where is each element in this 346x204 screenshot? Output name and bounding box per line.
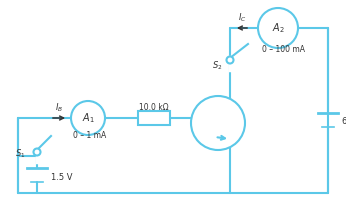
Text: 0 – 1 mA: 0 – 1 mA [73,132,107,141]
Circle shape [71,101,105,135]
Text: $I_B$: $I_B$ [55,102,63,114]
Text: $S_2$: $S_2$ [212,60,222,72]
Text: $S_1$: $S_1$ [15,148,25,160]
Bar [138,111,170,125]
Circle shape [227,57,234,63]
Circle shape [258,8,298,48]
Text: 1.5 V: 1.5 V [51,173,73,182]
Text: 6 V: 6 V [342,118,346,126]
Text: 10.0 kΩ: 10.0 kΩ [139,102,169,112]
Text: $A_1$: $A_1$ [82,111,94,125]
Circle shape [34,149,40,155]
Circle shape [191,96,245,150]
Text: $I_C$: $I_C$ [238,12,246,24]
Text: 0 – 100 mA: 0 – 100 mA [262,45,304,54]
Text: $A_2$: $A_2$ [272,21,284,35]
